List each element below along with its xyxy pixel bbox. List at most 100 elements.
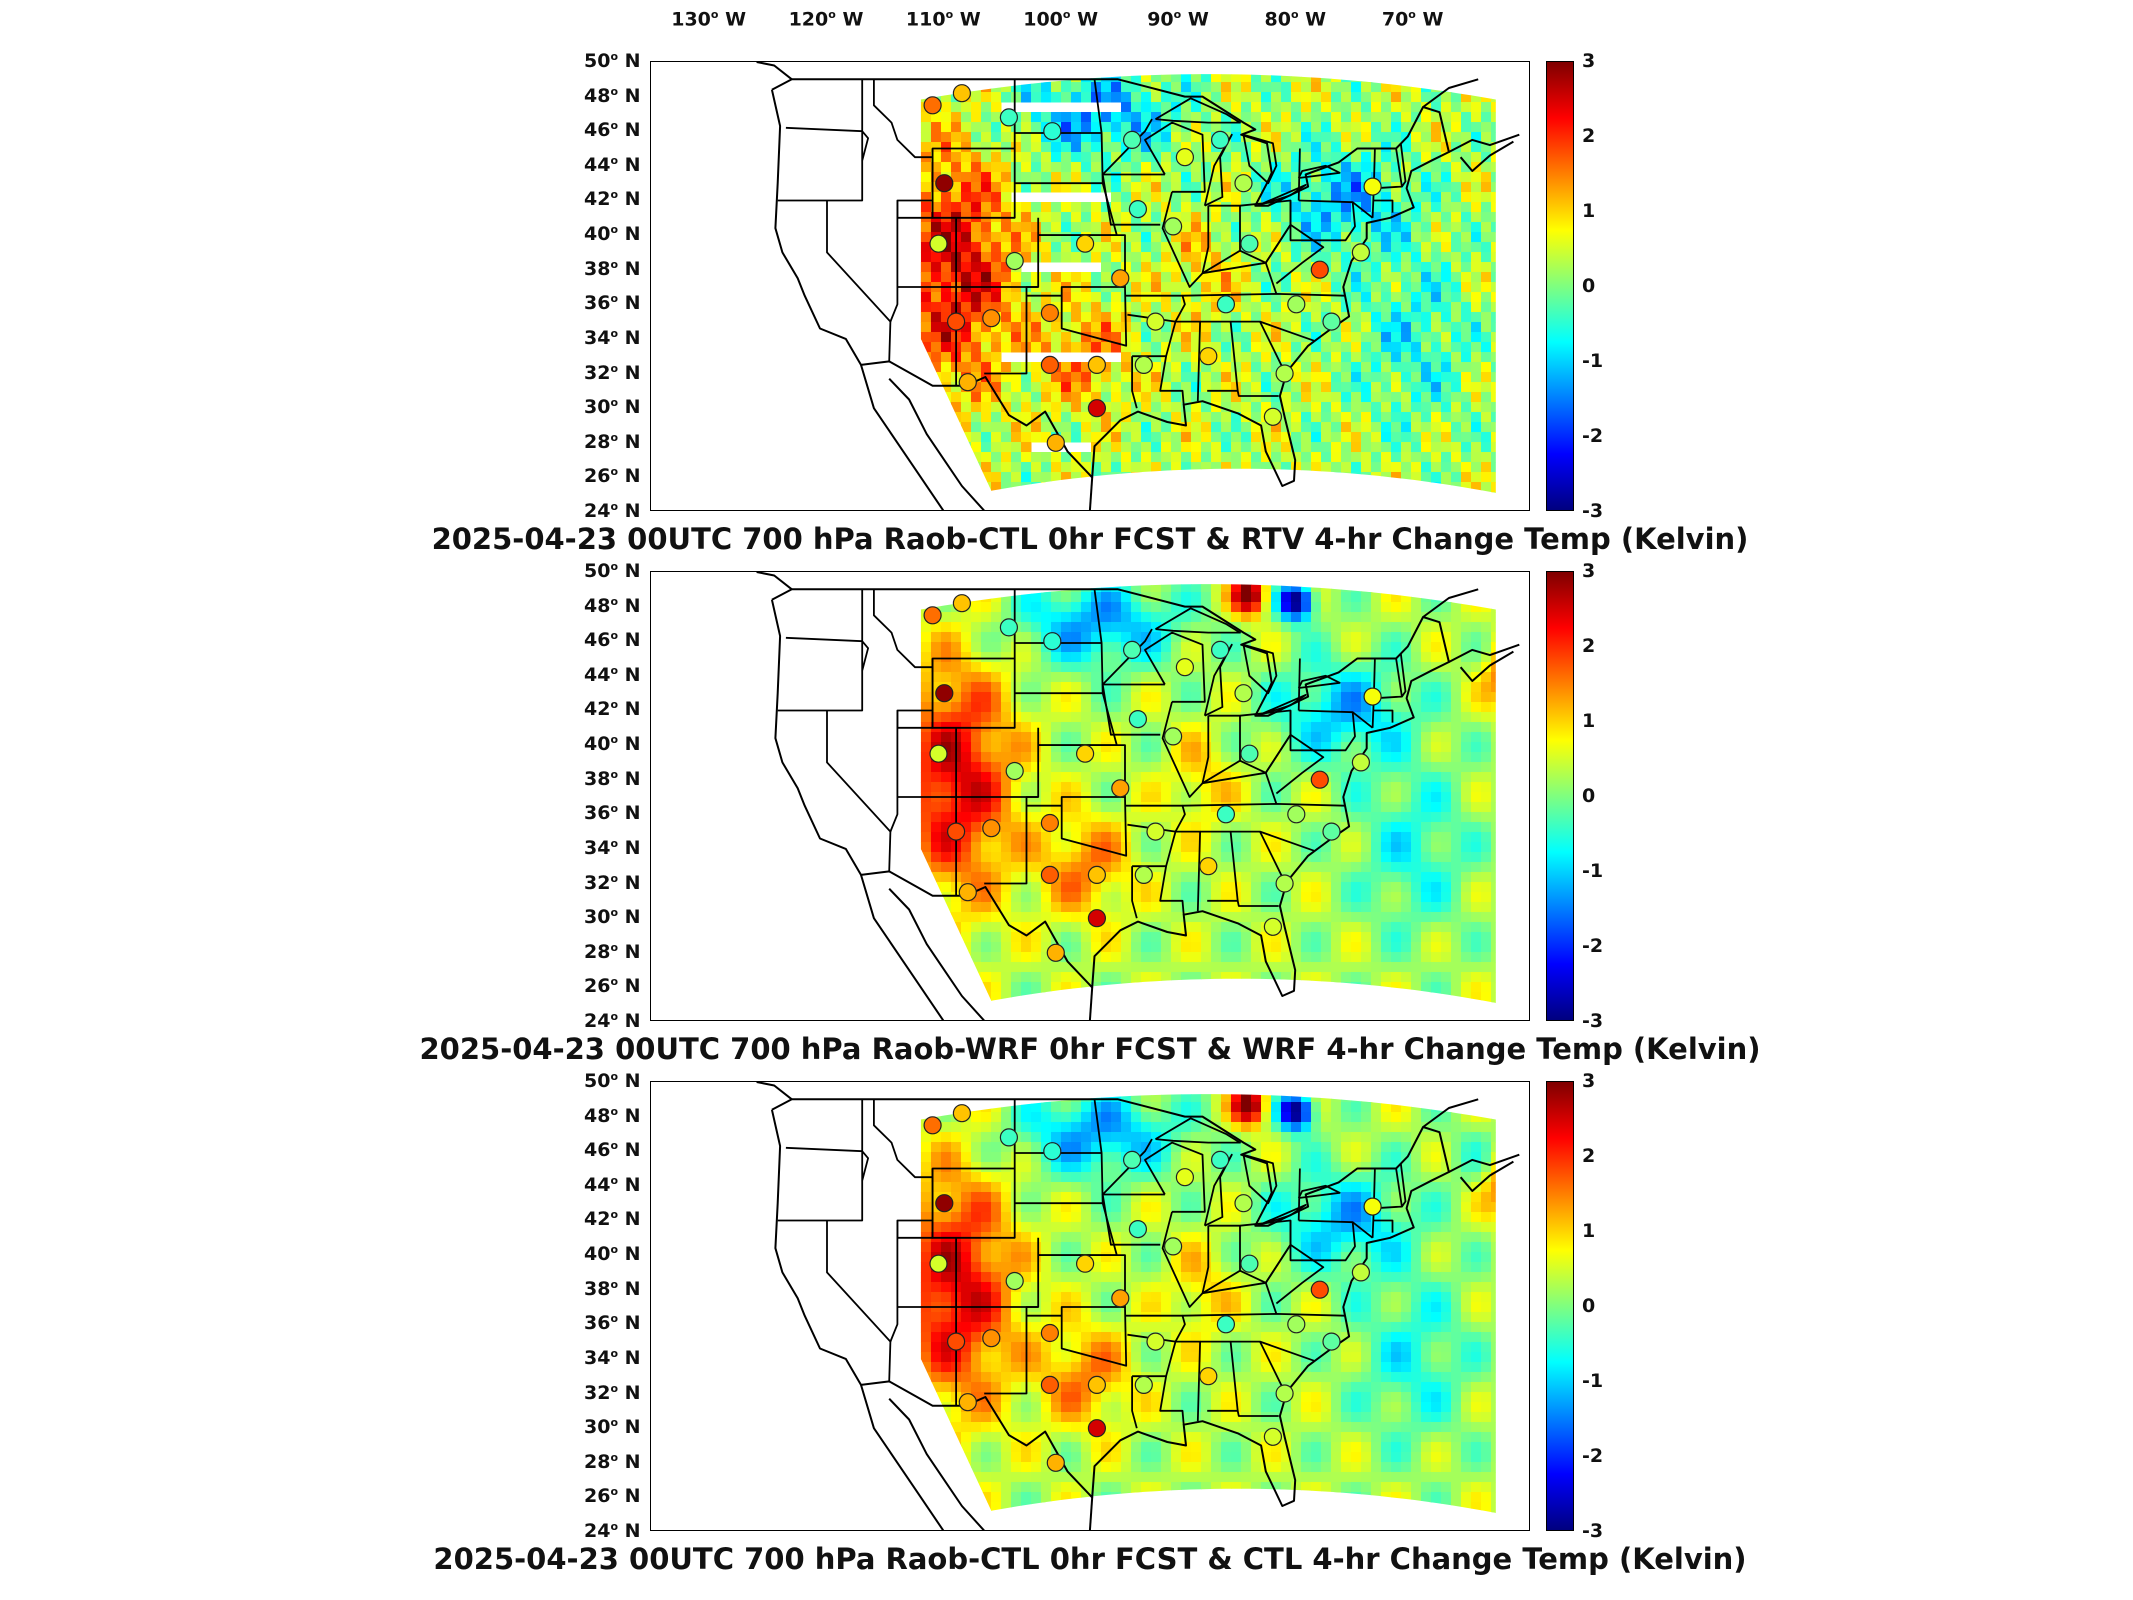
raob-station-marker xyxy=(935,174,954,193)
lat-label-36: 36o N xyxy=(584,292,641,315)
raob-station-marker xyxy=(1234,684,1253,703)
raob-station-marker xyxy=(1146,1332,1165,1351)
raob-station-marker xyxy=(1210,1150,1230,1170)
raob-station-marker xyxy=(999,618,1018,637)
raob-station-marker xyxy=(1322,312,1341,331)
raob-station-marker xyxy=(1263,1427,1283,1446)
map-frame-1 xyxy=(650,61,1530,511)
lon-label-130: 130o W xyxy=(671,8,747,31)
lat-label-48: 48o N xyxy=(584,594,641,617)
colorbar-2 xyxy=(1546,571,1574,1021)
raob-station-marker xyxy=(1263,917,1283,936)
raob-station-marker xyxy=(1134,1375,1153,1394)
raob-station-marker xyxy=(1234,1194,1253,1213)
raob-station-marker xyxy=(1275,364,1294,383)
lon-label-100: 100o W xyxy=(1023,8,1099,31)
colorbar-tick: 1 xyxy=(1582,200,1596,222)
panel-title-3: 2025-04-23 00UTC 700 hPa Raob-CTL 0hr FC… xyxy=(433,1542,1747,1576)
raob-station-marker xyxy=(1351,243,1371,262)
map-frame-2 xyxy=(650,571,1530,1021)
lat-label-30: 30o N xyxy=(584,395,641,419)
colorbar-tick: 0 xyxy=(1582,785,1596,807)
lon-label-70: 70o W xyxy=(1381,8,1444,31)
lon-label-90: 90o W xyxy=(1147,8,1209,31)
lat-label-40: 40o N xyxy=(584,222,641,246)
raob-stations xyxy=(923,84,1382,452)
raob-station-marker xyxy=(1351,1263,1371,1282)
raob-station-marker xyxy=(1076,234,1095,253)
raob-station-marker xyxy=(1040,303,1059,323)
raob-station-marker xyxy=(1040,865,1059,884)
raob-station-marker xyxy=(1175,658,1195,677)
lat-label-34: 34o N xyxy=(584,1346,641,1370)
raob-station-marker xyxy=(1175,148,1195,167)
raob-station-marker xyxy=(999,1128,1018,1147)
raob-station-marker xyxy=(929,1254,948,1273)
raob-station-marker xyxy=(1123,1150,1142,1170)
colorbar-tick: 3 xyxy=(1582,50,1596,72)
lat-label-38: 38o N xyxy=(584,257,641,280)
raob-station-marker xyxy=(1087,355,1106,374)
raob-station-marker xyxy=(1199,347,1218,366)
raob-station-marker xyxy=(1123,130,1142,150)
lat-label-34: 34o N xyxy=(584,326,641,350)
raob-station-marker xyxy=(1310,1280,1329,1299)
raob-station-marker xyxy=(1199,1367,1218,1386)
colorbar-tick: -2 xyxy=(1582,1445,1604,1467)
raob-station-marker xyxy=(1363,687,1382,706)
raob-station-marker xyxy=(1076,1254,1095,1273)
raob-station-marker xyxy=(952,594,971,613)
lat-label-46: 46o N xyxy=(584,1139,641,1162)
lat-label-24: 24o N xyxy=(584,1519,641,1543)
raob-station-marker xyxy=(1210,130,1230,150)
colorbar-tick: -2 xyxy=(1582,935,1604,957)
panel-title-2: 2025-04-23 00UTC 700 hPa Raob-WRF 0hr FC… xyxy=(419,1032,1761,1066)
raob-station-marker xyxy=(1046,943,1065,962)
lat-label-46: 46o N xyxy=(584,629,641,652)
lat-label-50: 50o N xyxy=(584,49,641,73)
raob-station-marker xyxy=(1322,822,1341,841)
raob-station-marker xyxy=(1175,1168,1195,1187)
raob-station-marker xyxy=(1043,1142,1062,1161)
colorbar-tick: -3 xyxy=(1582,1520,1604,1542)
lat-label-50: 50o N xyxy=(584,1069,641,1093)
raob-station-marker xyxy=(1005,251,1024,271)
temperature-map-1 xyxy=(756,62,1520,510)
lat-label-24: 24o N xyxy=(584,1009,641,1033)
raob-station-marker xyxy=(1005,1271,1024,1291)
colorbar-tick: -1 xyxy=(1582,1370,1604,1392)
colorbar-tick: -3 xyxy=(1582,500,1604,522)
lat-label-36: 36o N xyxy=(584,802,641,825)
raob-station-marker xyxy=(1040,355,1059,374)
lat-label-50: 50o N xyxy=(584,559,641,583)
raob-station-marker xyxy=(952,1104,971,1123)
raob-station-marker xyxy=(1234,174,1253,193)
temperature-map-3 xyxy=(756,1082,1520,1530)
raob-station-marker xyxy=(952,84,971,103)
lat-label-46: 46o N xyxy=(584,119,641,142)
raob-station-marker xyxy=(1087,1375,1106,1394)
lat-label-48: 48o N xyxy=(584,84,641,107)
raob-station-marker xyxy=(923,1116,942,1135)
raob-station-marker xyxy=(1134,865,1153,884)
lat-label-44: 44o N xyxy=(584,663,641,687)
colorbar-tick: 2 xyxy=(1582,635,1596,657)
raob-station-marker xyxy=(935,684,954,703)
raob-station-marker xyxy=(1146,822,1165,841)
raob-station-marker xyxy=(1134,355,1153,374)
raob-station-marker xyxy=(1111,1289,1130,1308)
raob-station-marker xyxy=(1123,640,1142,660)
raob-station-marker xyxy=(1216,1315,1236,1334)
lat-label-26: 26o N xyxy=(584,975,641,998)
raob-station-marker xyxy=(1087,909,1106,928)
lat-label-36: 36o N xyxy=(584,1312,641,1335)
raob-station-marker xyxy=(1351,753,1371,772)
colorbar-tick: 0 xyxy=(1582,1295,1596,1317)
lat-label-38: 38o N xyxy=(584,767,641,790)
lat-label-38: 38o N xyxy=(584,1277,641,1300)
raob-station-marker xyxy=(958,1393,977,1412)
lat-label-34: 34o N xyxy=(584,836,641,860)
lon-label-110: 110o W xyxy=(905,8,981,31)
raob-station-marker xyxy=(923,96,942,115)
raob-station-marker xyxy=(1287,1315,1306,1334)
